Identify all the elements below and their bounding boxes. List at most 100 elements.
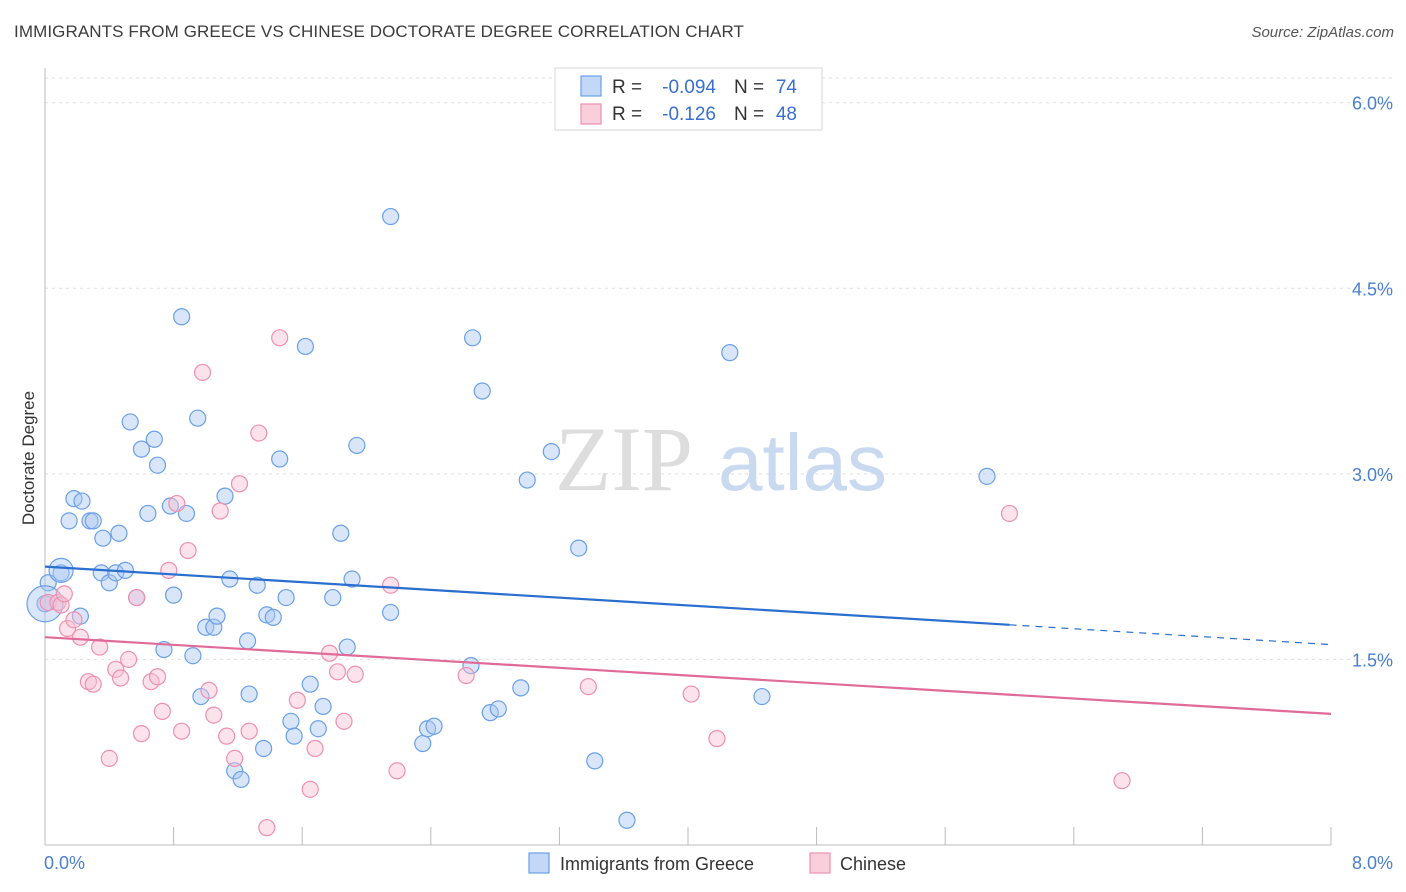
legend-r-label-2: R = (612, 104, 642, 125)
greece-point-62 (473, 382, 491, 400)
greece-point-69 (586, 752, 604, 770)
greece-trend-line (44, 565, 1010, 626)
greece-point-42 (271, 450, 289, 468)
series-chinese-points (39, 329, 1131, 837)
greece-point-52 (338, 638, 356, 656)
trend-lines (44, 565, 1332, 715)
greece-point-24 (173, 308, 191, 326)
chinese-point-14 (128, 588, 146, 607)
chinese-trend-line (44, 636, 1332, 715)
legend-n-label-1: N = (734, 77, 764, 98)
chinese-point-13 (119, 650, 138, 669)
watermark-zip: ZIP (555, 408, 693, 510)
greece-point-17 (132, 440, 151, 458)
chinese-point-12 (111, 669, 130, 687)
greece-point-43 (277, 588, 295, 607)
y-tick-label-0: 1.5% (1352, 650, 1393, 670)
greece-point-47 (301, 675, 319, 693)
greece-point-11 (100, 574, 118, 592)
chinese-point-5 (65, 611, 83, 629)
greece-point-30 (205, 618, 223, 636)
greece-trend-extension (1009, 624, 1332, 646)
greece-point-18 (139, 504, 157, 523)
chinese-point-19 (160, 561, 178, 579)
legend-chinese-label: Chinese (840, 854, 906, 874)
greece-point-23 (165, 586, 183, 604)
legend-r-label-1: R = (612, 77, 642, 98)
source-label: Source: ZipAtlas.com (1251, 24, 1394, 41)
chinese-point-43 (457, 666, 475, 685)
greece-point-31 (208, 607, 226, 625)
greece-point-6 (73, 492, 91, 510)
chinese-point-6 (71, 628, 89, 646)
chinese-point-34 (288, 691, 306, 709)
greece-swatch (580, 75, 602, 97)
gridlines (45, 77, 1392, 660)
greece-point-71 (721, 344, 739, 362)
greece-point-32 (216, 487, 234, 505)
chinese-point-8 (84, 675, 102, 693)
y-tick-label-3: 6.0% (1352, 94, 1393, 114)
chart-title: IMMIGRANTS FROM GREECE VS CHINESE DOCTOR… (14, 22, 745, 41)
y-tick-label-1: 3.0% (1352, 465, 1393, 485)
greece-point-64 (489, 700, 507, 718)
chinese-point-39 (335, 712, 353, 730)
chinese-point-36 (306, 739, 324, 758)
chinese-point-11 (107, 660, 125, 678)
chinese-point-20 (168, 494, 186, 513)
greece-point-36 (238, 632, 257, 650)
greece-point-73 (978, 467, 996, 485)
watermark: ZIP atlas (555, 408, 887, 510)
greece-point-13 (110, 524, 128, 542)
stats-legend: R = -0.094 N = 74 R = -0.126 N = 48 (554, 67, 823, 131)
greece-point-27 (189, 409, 207, 427)
x-tick-label-0: 0.0% (44, 853, 85, 873)
greece-point-72 (753, 687, 771, 706)
greece-point-19 (145, 430, 163, 448)
y-axis-label: Doctorate Degree (19, 391, 38, 525)
watermark-atlas: atlas (718, 418, 887, 507)
greece-point-26 (184, 647, 202, 665)
chinese-point-42 (388, 762, 406, 780)
legend-r-value-2: -0.126 (662, 104, 716, 125)
legend-n-label-2: N = (734, 104, 764, 125)
greece-point-70 (618, 811, 636, 829)
greece-point-45 (285, 727, 303, 745)
chinese-point-4 (58, 619, 77, 638)
chinese-point-29 (230, 475, 249, 493)
chinese-point-15 (132, 725, 151, 743)
greece-point-20 (148, 456, 167, 474)
greece-point-53 (343, 570, 361, 588)
greece-point-65 (512, 679, 530, 697)
series-legend: Immigrants from Greece Chinese (528, 852, 906, 874)
greece-point-38 (248, 576, 266, 594)
greece-point-67 (542, 443, 560, 461)
chinese-point-21 (173, 722, 191, 740)
greece-point-15 (121, 413, 139, 431)
greece-point-39 (255, 739, 273, 758)
chinese-point-0 (39, 593, 57, 612)
legend-chinese-swatch (809, 852, 831, 874)
greece-cluster-marker (26, 585, 64, 623)
chinese-point-44 (579, 678, 597, 696)
greece-point-68 (570, 539, 588, 557)
chinese-point-38 (328, 663, 347, 681)
greece-point-46 (296, 337, 315, 356)
greece-point-3 (60, 512, 78, 530)
chinese-point-10 (100, 749, 118, 768)
legend-n-value-2: 48 (776, 104, 797, 125)
chinese-point-28 (226, 749, 244, 768)
chinese-point-41 (382, 576, 400, 594)
greece-point-57 (414, 734, 432, 753)
legend-greece-label: Immigrants from Greece (560, 854, 754, 874)
greece-point-34 (226, 762, 244, 780)
chinese-point-32 (258, 819, 276, 837)
x-tick-label-1: 8.0% (1352, 853, 1393, 873)
greece-point-63 (481, 704, 499, 722)
chinese-point-30 (240, 722, 258, 740)
chinese-point-24 (200, 681, 218, 699)
chinese-point-3 (55, 585, 73, 603)
x-tick-labels: 0.0% 8.0% (44, 853, 1393, 873)
chinese-point-18 (153, 702, 171, 720)
